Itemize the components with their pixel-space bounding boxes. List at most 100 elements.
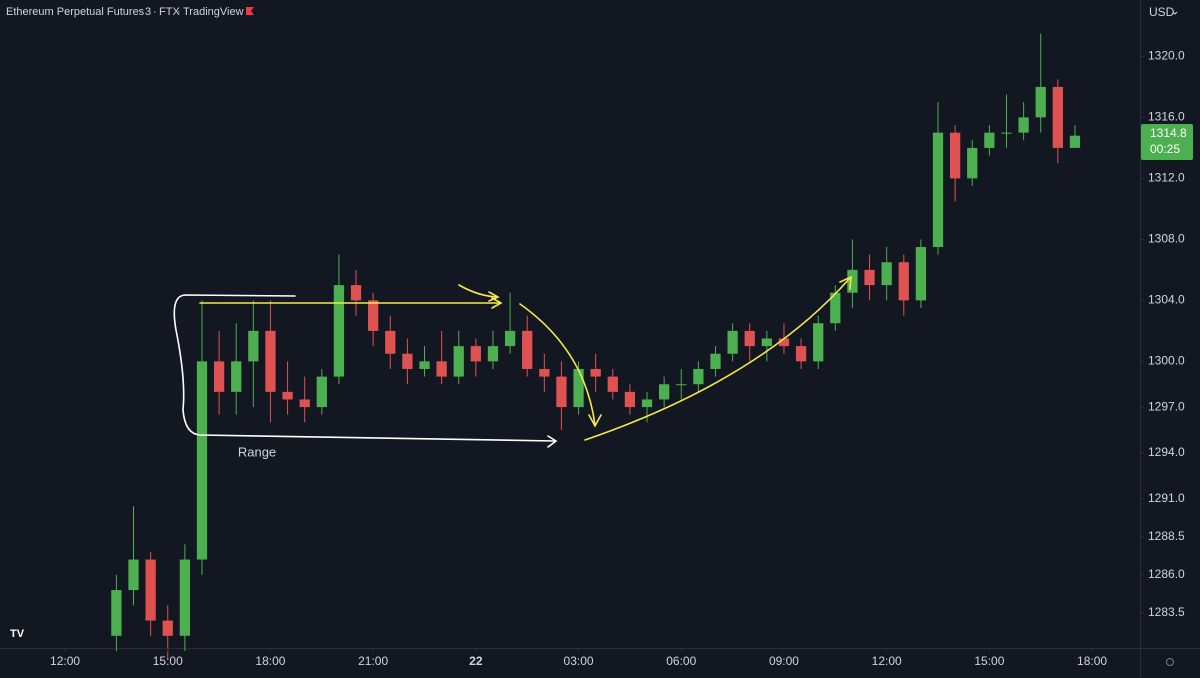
arrow-head	[547, 435, 558, 448]
interval: 3	[145, 6, 151, 18]
candle-body	[368, 300, 379, 331]
exchange: FTX	[159, 6, 180, 18]
x-tick-label: 21:00	[358, 654, 388, 668]
y-tick-label: 1283.5	[1148, 605, 1185, 619]
x-tick-label: 12:00	[50, 654, 80, 668]
candle-body	[1001, 132, 1012, 134]
settings-icon[interactable]	[1166, 658, 1174, 666]
arrow-head	[588, 414, 602, 428]
candle-body	[641, 399, 653, 408]
candle-body	[453, 346, 464, 377]
candle-body	[898, 262, 909, 301]
candle-body	[282, 391, 293, 400]
candle-body	[128, 559, 139, 591]
candle-body	[932, 132, 944, 248]
y-tick-label: 1286.0	[1148, 567, 1185, 581]
candle-body	[693, 368, 704, 385]
candle-body	[676, 384, 687, 386]
candle-body	[744, 330, 755, 347]
x-tick-label: 12:00	[872, 654, 902, 668]
candle-body	[179, 559, 190, 636]
candle-body	[847, 269, 858, 293]
last-price-box	[1141, 124, 1193, 160]
x-tick-label: 15:00	[974, 654, 1004, 668]
candles	[111, 33, 1081, 659]
candle-body	[419, 361, 430, 369]
candle-body	[864, 269, 875, 286]
candle-body	[1035, 86, 1046, 118]
candle-body	[607, 376, 618, 392]
x-tick-label: 18:00	[1077, 654, 1107, 668]
candle-body	[504, 330, 516, 347]
candle-body	[967, 147, 978, 179]
y-tick-label: 1300.0	[1148, 354, 1185, 368]
last-price: 1314.8	[1150, 126, 1187, 140]
candle-body	[1052, 86, 1063, 148]
candle-body	[196, 361, 208, 560]
candle-body	[710, 353, 721, 369]
source: TradingView	[183, 6, 244, 18]
candle-body	[213, 361, 225, 392]
drop-arrow	[519, 303, 596, 426]
candle-body	[950, 132, 961, 179]
y-tick-label: 1288.5	[1148, 529, 1185, 543]
candle-body	[231, 361, 242, 392]
candle-body	[402, 353, 413, 369]
candle-body	[350, 285, 362, 301]
x-tick-label: 06:00	[666, 654, 696, 668]
candle-body	[624, 391, 636, 408]
y-tick-label: 1308.0	[1148, 232, 1185, 246]
candle-body	[795, 346, 807, 362]
candle-body	[145, 559, 156, 621]
candle-body	[1018, 117, 1029, 133]
candle-body	[761, 338, 772, 347]
x-tick-label: 22	[469, 654, 483, 668]
candle-body	[830, 292, 841, 324]
y-tick-label: 1294.0	[1148, 445, 1185, 459]
arrow-head	[491, 297, 503, 309]
separator: ·	[153, 6, 157, 18]
y-tick-label: 1320.0	[1148, 49, 1185, 63]
separator: ·	[139, 6, 143, 18]
candle-body	[573, 368, 584, 408]
tv-logo[interactable]: TV	[10, 628, 25, 640]
candle-body	[333, 285, 345, 377]
candle-body	[727, 330, 738, 354]
candle-body	[659, 384, 670, 400]
candle-body	[487, 346, 499, 362]
candle-body	[436, 361, 447, 377]
candle-body	[539, 368, 550, 377]
y-tick-label: 1291.0	[1148, 491, 1185, 505]
x-tick-label: 15:00	[153, 654, 183, 668]
candle-body	[299, 399, 310, 408]
x-tick-label: 18:00	[255, 654, 285, 668]
candle-body	[470, 346, 481, 362]
candle-body	[385, 330, 396, 354]
currency[interactable]: USD	[1149, 5, 1175, 19]
candle-body	[1069, 135, 1081, 148]
range-bracket	[173, 294, 556, 442]
y-tick-label: 1316.0	[1148, 110, 1185, 124]
candle-body	[556, 376, 567, 408]
symbol: Ethereum Perpetual Futures	[6, 6, 145, 18]
candle-body	[778, 338, 790, 347]
y-tick-label: 1304.0	[1148, 293, 1185, 307]
annotation: Range	[238, 444, 276, 459]
small-arrow	[458, 284, 498, 298]
candle-body	[265, 330, 276, 392]
candle-body	[522, 330, 533, 369]
candle-body	[111, 590, 122, 636]
candle-body	[915, 247, 927, 301]
candle-body	[813, 323, 824, 362]
y-tick-label: 1312.0	[1148, 171, 1185, 185]
x-tick-label: 09:00	[769, 654, 799, 668]
flag-icon	[246, 7, 254, 15]
x-tick-label: 03:00	[564, 654, 594, 668]
candle-body	[316, 376, 327, 408]
candle-body	[248, 330, 259, 362]
candle-body	[881, 262, 892, 286]
candle-body	[162, 620, 173, 636]
countdown: 00:25	[1150, 142, 1180, 156]
